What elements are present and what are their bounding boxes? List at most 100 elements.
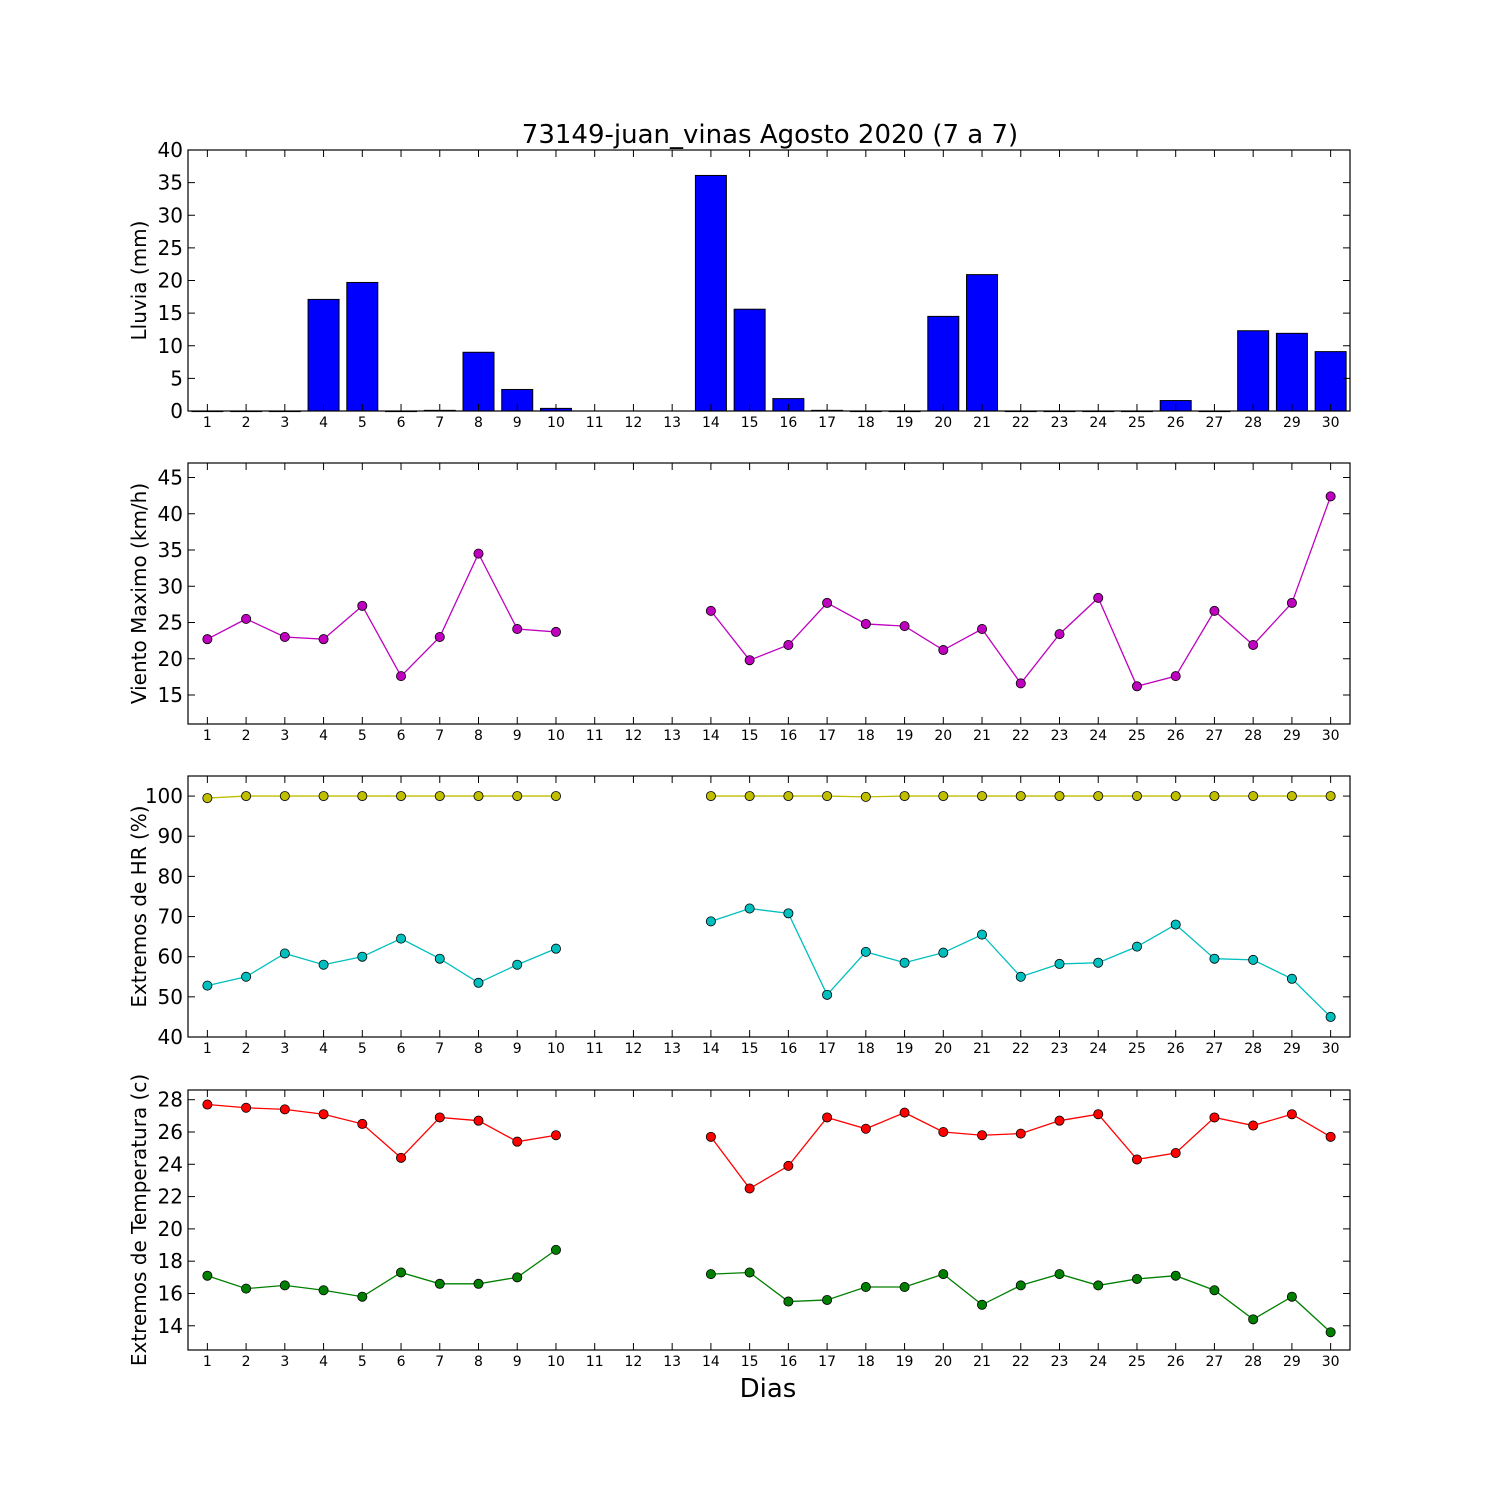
xtick-label-rain: 29 (1283, 415, 1301, 431)
point-temperature-1-day-6 (396, 1152, 407, 1163)
ytick-label-temperature: 20 (158, 1217, 183, 1241)
xtick-label-wind: 24 (1089, 728, 1107, 744)
point-humidity-2-day-18 (860, 946, 871, 957)
xtick-label-rain: 8 (474, 415, 483, 431)
ytick-label-temperature: 28 (158, 1088, 183, 1112)
xtick-label-temperature: 23 (1051, 1354, 1069, 1370)
xtick-label-temperature: 16 (779, 1354, 797, 1370)
point-humidity-2-day-27 (1209, 953, 1220, 964)
point-wind-1-day-25 (1131, 681, 1142, 692)
point-wind-1-day-19 (899, 621, 910, 632)
xtick-label-temperature: 7 (435, 1354, 444, 1370)
point-temperature-1-day-14 (705, 1131, 716, 1142)
point-wind-1-day-1 (202, 634, 213, 645)
ytick-label-temperature: 14 (158, 1314, 183, 1338)
point-wind-1-day-20 (938, 645, 949, 656)
point-humidity-2-day-29 (1286, 973, 1297, 984)
point-humidity-2-day-25 (1131, 941, 1142, 952)
xtick-label-wind: 17 (818, 728, 836, 744)
ytick-label-rain: 40 (158, 138, 183, 162)
xtick-label-humidity: 26 (1167, 1041, 1185, 1057)
xtick-label-rain: 5 (358, 415, 367, 431)
ytick-label-temperature: 22 (158, 1185, 183, 1209)
xtick-label-temperature: 27 (1206, 1354, 1224, 1370)
xtick-label-humidity: 2 (242, 1041, 251, 1057)
xtick-label-rain: 22 (1012, 415, 1030, 431)
xtick-label-temperature: 17 (818, 1354, 836, 1370)
ytick-label-humidity: 60 (158, 945, 183, 969)
point-wind-1-day-4 (318, 634, 329, 645)
xtick-label-rain: 25 (1128, 415, 1146, 431)
point-humidity-2-day-22 (1015, 971, 1026, 982)
point-wind-1-day-10 (550, 626, 561, 637)
series-line-humidity-2-seg1 (207, 937, 557, 987)
ytick-label-humidity: 70 (158, 905, 183, 929)
ytick-label-wind: 20 (158, 647, 183, 671)
point-humidity-1-day-26 (1170, 791, 1181, 802)
point-humidity-1-day-9 (512, 791, 523, 802)
xtick-label-rain: 21 (973, 415, 991, 431)
bar-day-30 (1314, 351, 1347, 412)
ytick-label-rain: 10 (158, 334, 183, 358)
axes-frame-humidity (187, 775, 1351, 1038)
point-temperature-2-day-16 (783, 1296, 794, 1307)
point-wind-1-day-16 (783, 639, 794, 650)
point-temperature-1-day-29 (1286, 1109, 1297, 1120)
xtick-label-temperature: 10 (547, 1354, 565, 1370)
series-line-temperature-1-seg1 (207, 1103, 557, 1159)
point-wind-1-day-8 (473, 548, 484, 559)
point-temperature-2-day-7 (434, 1278, 445, 1289)
point-humidity-2-day-5 (357, 951, 368, 962)
xtick-label-temperature: 30 (1322, 1354, 1340, 1370)
point-temperature-2-day-6 (396, 1267, 407, 1278)
ytick-label-rain: 35 (158, 171, 183, 195)
point-humidity-2-day-3 (279, 948, 290, 959)
bar-day-14 (694, 174, 727, 412)
x-axis-label: Dias (740, 1374, 797, 1404)
ytick-label-rain: 20 (158, 269, 183, 293)
point-humidity-2-day-20 (938, 947, 949, 958)
ytick-label-humidity: 40 (158, 1025, 183, 1049)
point-wind-1-day-29 (1286, 597, 1297, 608)
point-temperature-2-day-18 (860, 1282, 871, 1293)
point-humidity-1-day-22 (1015, 791, 1026, 802)
xtick-label-humidity: 14 (702, 1041, 720, 1057)
point-temperature-1-day-3 (279, 1104, 290, 1115)
y-axis-label-rain: Lluvia (mm) (127, 221, 151, 341)
xtick-label-wind: 16 (779, 728, 797, 744)
point-temperature-1-day-24 (1093, 1109, 1104, 1120)
point-temperature-2-day-26 (1170, 1270, 1181, 1281)
point-humidity-1-day-4 (318, 791, 329, 802)
point-humidity-1-day-6 (396, 791, 407, 802)
xtick-label-temperature: 13 (663, 1354, 681, 1370)
xtick-label-rain: 26 (1167, 415, 1185, 431)
xtick-label-humidity: 16 (779, 1041, 797, 1057)
xtick-label-humidity: 21 (973, 1041, 991, 1057)
point-humidity-1-day-18 (860, 791, 871, 802)
series-line-temperature-2-seg1 (207, 1249, 557, 1298)
point-temperature-1-day-19 (899, 1107, 910, 1118)
point-temperature-1-day-15 (744, 1183, 755, 1194)
xtick-label-rain: 6 (397, 415, 406, 431)
point-humidity-2-day-14 (705, 916, 716, 927)
xtick-label-humidity: 18 (857, 1041, 875, 1057)
point-humidity-1-day-8 (473, 791, 484, 802)
xtick-label-temperature: 6 (397, 1354, 406, 1370)
point-wind-1-day-23 (1054, 629, 1065, 640)
point-temperature-1-day-18 (860, 1123, 871, 1134)
point-humidity-2-day-26 (1170, 919, 1181, 930)
point-temperature-2-day-27 (1209, 1285, 1220, 1296)
xtick-label-temperature: 29 (1283, 1354, 1301, 1370)
point-temperature-2-day-1 (202, 1270, 213, 1281)
point-humidity-1-day-27 (1209, 791, 1220, 802)
xtick-label-rain: 9 (513, 415, 522, 431)
bar-day-21 (966, 274, 999, 412)
point-humidity-1-day-1 (202, 793, 213, 804)
point-humidity-1-day-17 (822, 791, 833, 802)
xtick-label-temperature: 14 (702, 1354, 720, 1370)
ytick-label-humidity: 100 (145, 784, 183, 808)
